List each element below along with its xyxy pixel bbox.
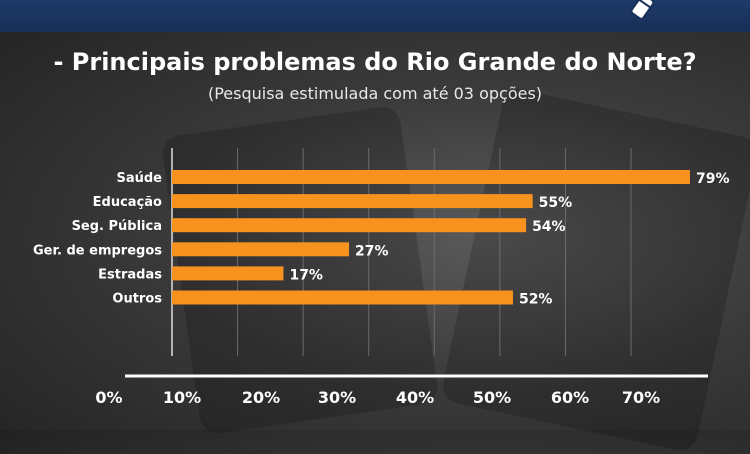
chart-title: - Principais problemas do Rio Grande do …: [53, 48, 697, 76]
x-tick-label: 10%: [163, 388, 201, 407]
category-label: Seg. Pública: [72, 219, 162, 234]
category-label: Ger. de empregos: [33, 243, 162, 258]
x-tick-label: 30%: [318, 388, 356, 407]
category-label: Outros: [112, 292, 162, 307]
bar: [172, 194, 533, 209]
bar: [172, 170, 690, 184]
category-label: Educação: [93, 195, 162, 210]
x-tick-label: 20%: [242, 388, 280, 407]
category-label: Estradas: [98, 267, 162, 282]
pen-icon: [630, 0, 655, 18]
x-tick-label: 50%: [473, 388, 511, 407]
value-label: 55%: [539, 195, 573, 211]
x-tick-label: 70%: [622, 388, 660, 407]
x-tick-label: 60%: [551, 388, 589, 407]
bar: [172, 266, 284, 281]
bar: [172, 218, 527, 233]
value-label: 54%: [532, 219, 566, 235]
top-banner: [0, 0, 750, 32]
bar: [172, 290, 513, 305]
x-tick-label: 40%: [396, 388, 434, 407]
value-label: 79%: [696, 171, 730, 187]
bar-chart: Saúde 79% Educação 55% Seg. Pública 54% Ger. d…: [33, 148, 730, 407]
category-label: Saúde: [116, 171, 162, 186]
value-label: 17%: [289, 267, 323, 283]
x-tick-label: 0%: [95, 388, 122, 407]
value-label: 52%: [519, 292, 553, 308]
chart-subtitle: (Pesquisa estimulada com até 03 opções): [207, 84, 543, 103]
bar: [172, 242, 350, 257]
value-label: 27%: [355, 243, 389, 259]
